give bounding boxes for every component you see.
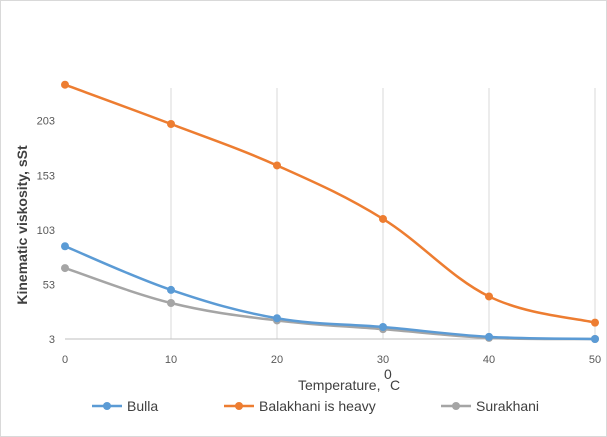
data-point — [485, 332, 493, 341]
series-bulla — [61, 242, 599, 343]
y-axis-title: Kinematic viskosity, sSt — [14, 145, 30, 305]
data-point — [61, 264, 69, 273]
y-tick-labels: 3 53 103 153 203 — [37, 116, 55, 346]
data-point — [167, 120, 175, 129]
svg-text:Temperature,: Temperature, — [298, 377, 380, 393]
data-point — [379, 214, 387, 223]
series-line — [64, 245, 596, 341]
data-point — [167, 298, 175, 307]
svg-text:0: 0 — [384, 366, 392, 382]
x-tick-label: 10 — [165, 354, 177, 366]
x-tick-label: 30 — [377, 354, 389, 366]
y-tick-label: 3 — [49, 334, 55, 346]
x-tick-label: 0 — [62, 354, 68, 366]
legend-item: Bulla — [92, 398, 158, 414]
data-point — [273, 161, 281, 170]
data-point — [61, 242, 69, 251]
data-point — [591, 335, 599, 343]
legend-marker — [452, 402, 460, 410]
legend-label: Surakhani — [476, 398, 539, 414]
series-surakhani — [61, 264, 599, 343]
data-point — [167, 285, 175, 294]
series-line — [64, 83, 596, 324]
legend-item: Surakhani — [441, 398, 539, 414]
x-tick-labels: 0 10 20 30 40 50 — [62, 354, 601, 366]
data-point — [273, 314, 281, 323]
y-tick-label: 203 — [37, 116, 55, 128]
legend-item: Balakhani is heavy — [224, 398, 376, 414]
legend: Bulla Balakhani is heavy Surakhani — [92, 398, 539, 414]
data-point — [61, 80, 69, 89]
legend-label: Balakhani is heavy — [259, 398, 376, 414]
data-point — [485, 292, 493, 301]
y-tick-label: 103 — [37, 225, 55, 237]
grid-lines — [170, 88, 596, 339]
series-layer — [61, 80, 599, 343]
data-point — [591, 318, 599, 327]
x-axis-title: Temperature, 0 C — [298, 366, 400, 393]
x-tick-label: 40 — [483, 354, 495, 366]
y-tick-label: 53 — [43, 279, 55, 291]
legend-marker — [103, 402, 111, 410]
data-point — [379, 322, 387, 331]
svg-text:C: C — [390, 377, 400, 393]
series-balakhani-is-heavy — [61, 80, 599, 327]
legend-marker — [235, 402, 243, 410]
x-tick-label: 20 — [271, 354, 283, 366]
y-tick-label: 153 — [37, 170, 55, 182]
x-tick-label: 50 — [589, 354, 601, 366]
legend-label: Bulla — [127, 398, 158, 414]
